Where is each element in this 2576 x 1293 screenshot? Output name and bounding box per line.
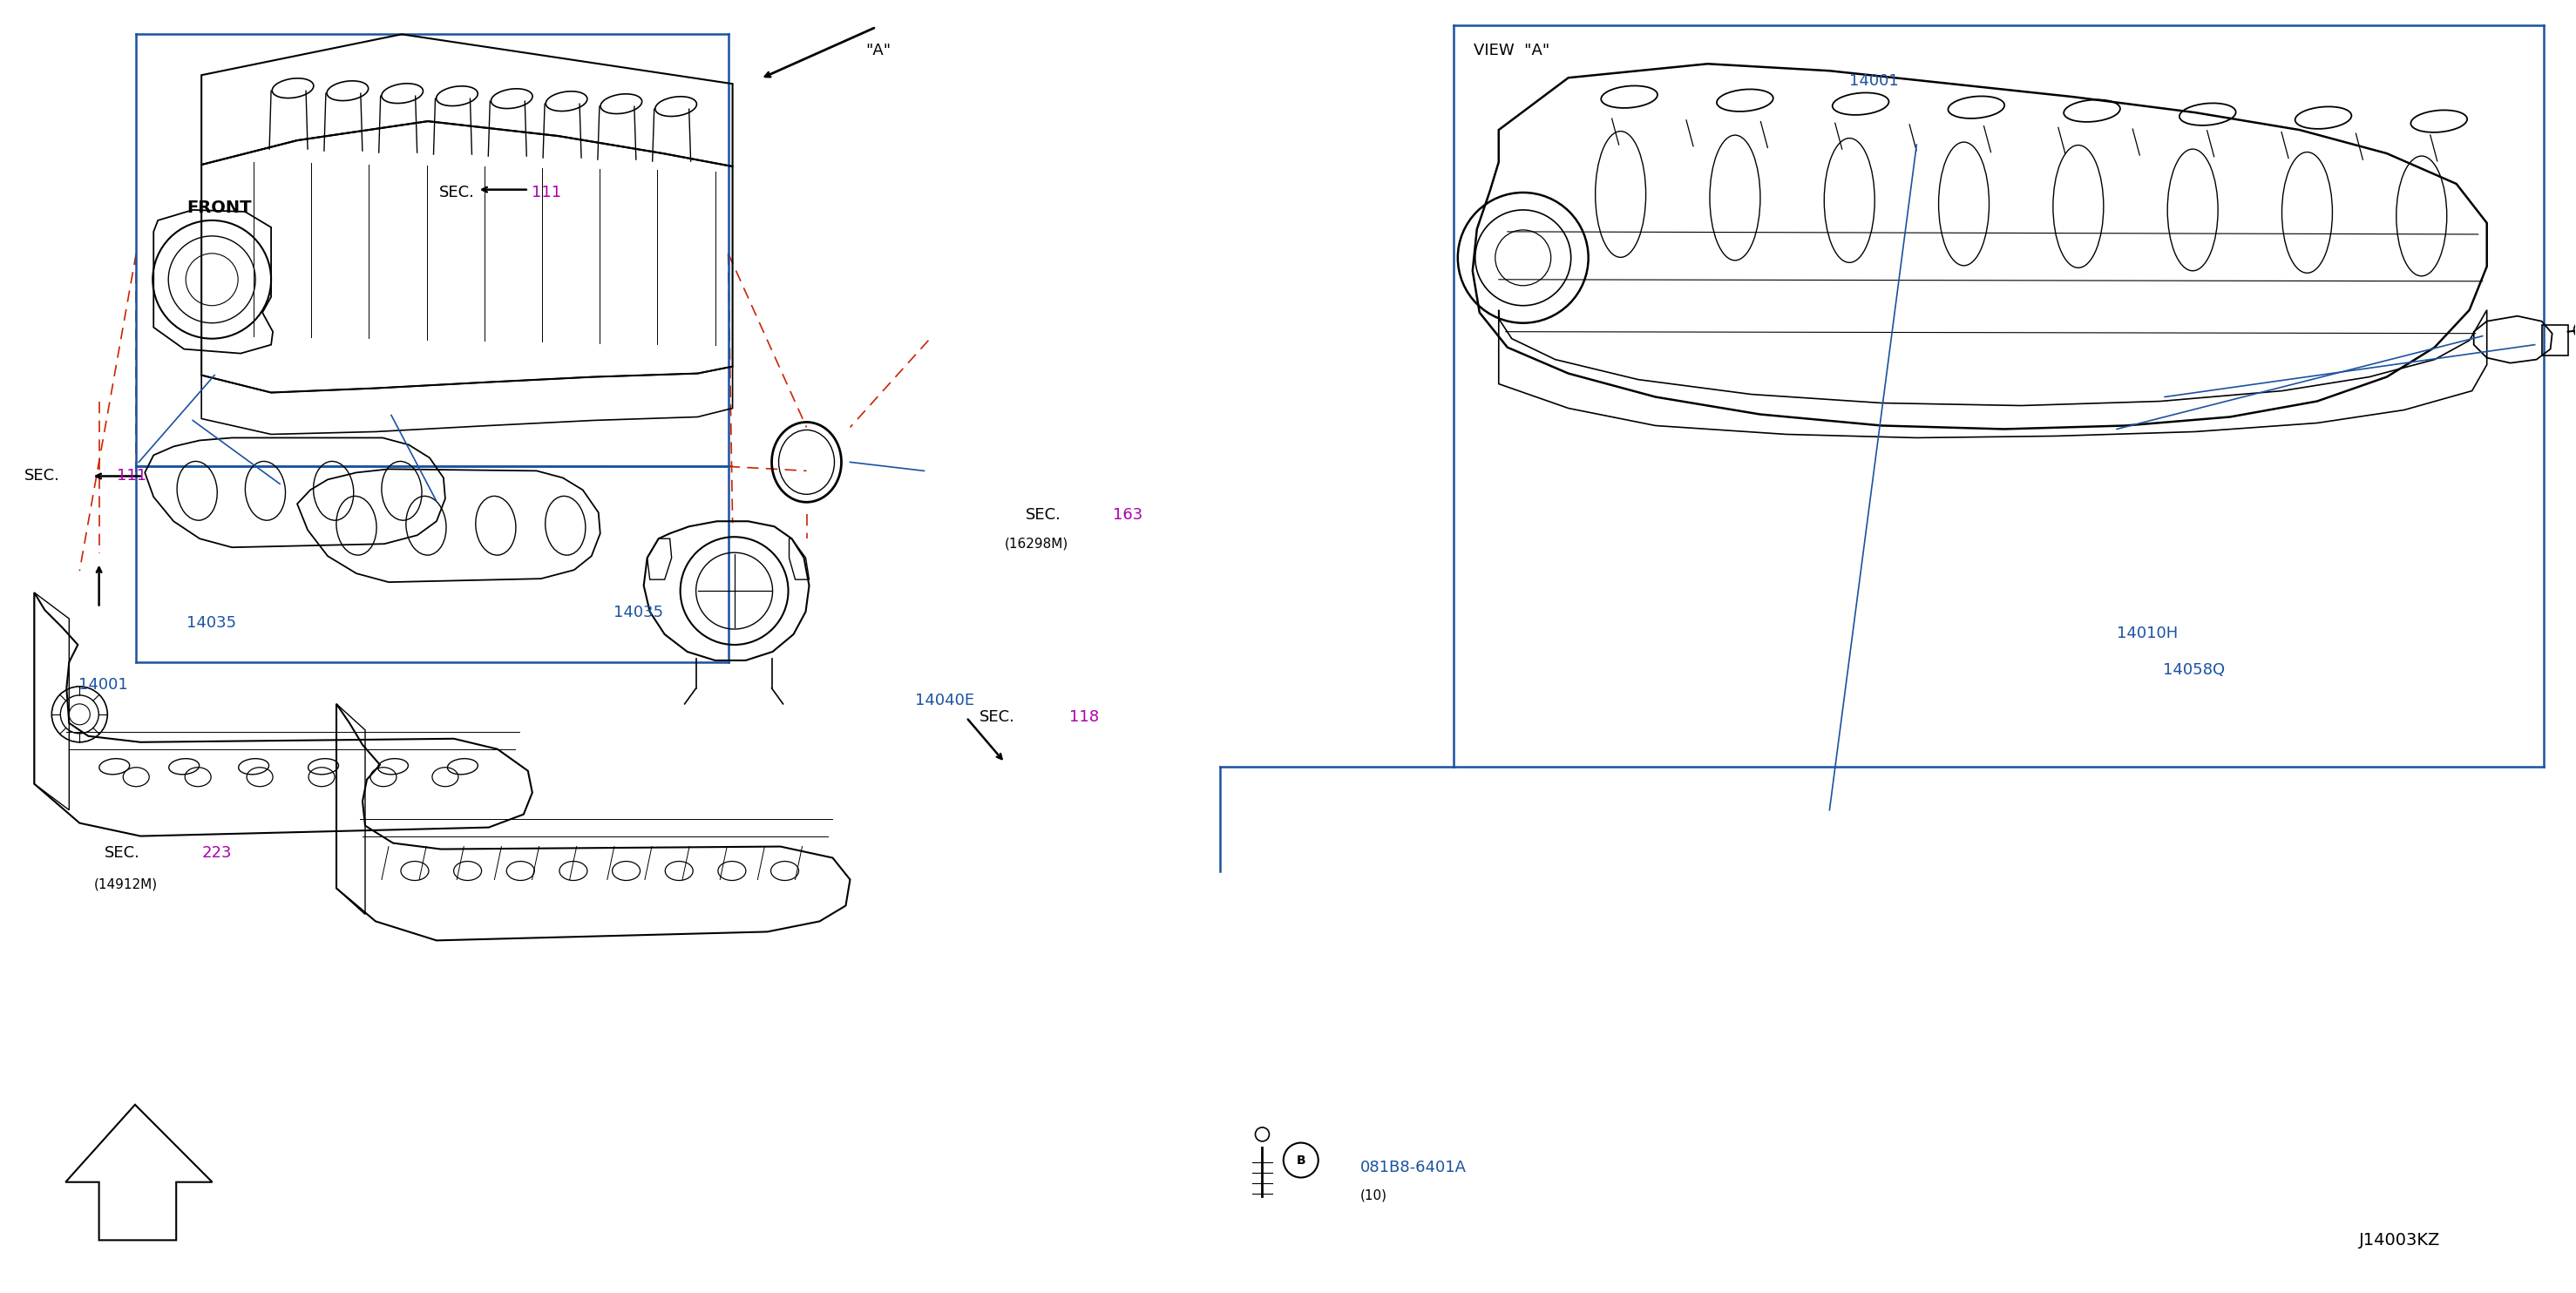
Text: (10): (10) bbox=[1360, 1188, 1386, 1201]
Text: 081B8-6401A: 081B8-6401A bbox=[1360, 1160, 1466, 1175]
Text: VIEW  "A": VIEW "A" bbox=[1473, 43, 1548, 58]
Text: 14010H: 14010H bbox=[2117, 626, 2177, 641]
Text: 118: 118 bbox=[1069, 710, 1100, 725]
Text: SEC.: SEC. bbox=[438, 185, 474, 200]
Text: 14040E: 14040E bbox=[914, 693, 974, 709]
Text: FRONT: FRONT bbox=[185, 199, 252, 216]
Text: 111: 111 bbox=[531, 185, 562, 200]
Text: 223: 223 bbox=[201, 846, 232, 861]
Text: 163: 163 bbox=[1113, 507, 1144, 522]
Text: (16298M): (16298M) bbox=[1005, 537, 1069, 550]
Text: B: B bbox=[1296, 1155, 1306, 1166]
Text: SEC.: SEC. bbox=[23, 468, 59, 484]
Text: SEC.: SEC. bbox=[979, 710, 1015, 725]
Text: 14001: 14001 bbox=[1850, 74, 1899, 89]
Bar bbox=[2543, 325, 2568, 356]
Text: 14001: 14001 bbox=[77, 678, 129, 693]
Text: SEC.: SEC. bbox=[103, 846, 139, 861]
Text: "A": "A" bbox=[866, 43, 891, 58]
Text: 14035: 14035 bbox=[185, 615, 237, 631]
Text: 14058Q: 14058Q bbox=[2164, 662, 2226, 678]
Text: 111: 111 bbox=[116, 468, 147, 484]
Text: 14035: 14035 bbox=[613, 605, 665, 621]
Text: J14003KZ: J14003KZ bbox=[2360, 1232, 2439, 1249]
Polygon shape bbox=[64, 1104, 211, 1240]
Text: SEC.: SEC. bbox=[1025, 507, 1061, 522]
Text: (14912M): (14912M) bbox=[93, 878, 157, 891]
